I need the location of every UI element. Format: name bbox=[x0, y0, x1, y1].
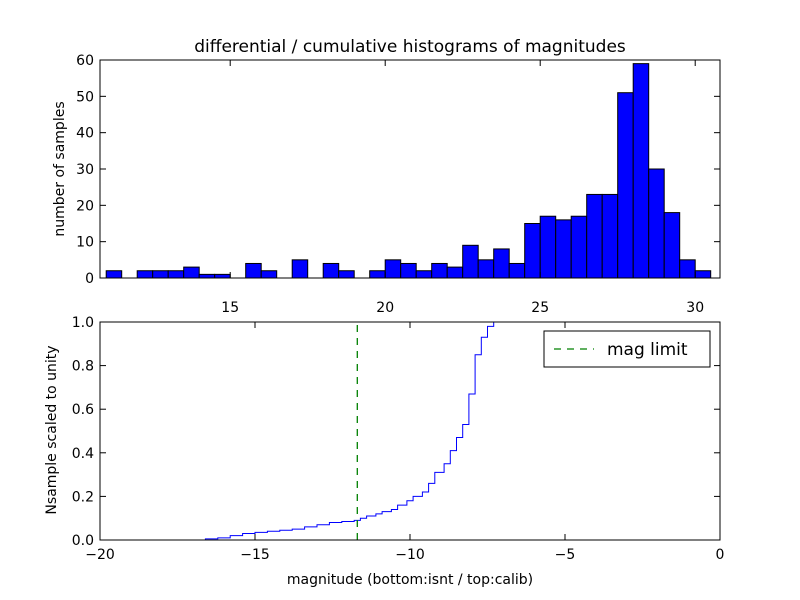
y-tick-label: 1.0 bbox=[72, 315, 94, 331]
histogram-bar bbox=[260, 270, 278, 279]
histogram-bar bbox=[384, 259, 402, 279]
histogram-bar bbox=[617, 92, 634, 279]
x-tick-label: 20 bbox=[376, 300, 394, 316]
legend: mag limit bbox=[543, 330, 711, 368]
y-tick-label: 0.6 bbox=[72, 402, 94, 418]
histogram-bar bbox=[245, 262, 262, 279]
histogram-bar bbox=[291, 259, 309, 279]
x-tick-label: 30 bbox=[686, 300, 704, 316]
histogram-bar bbox=[632, 63, 650, 279]
histogram-bar bbox=[400, 262, 417, 279]
cumulative-ticks: 0.0 0.2 0.4 0.6 0.8 1.0 −20 −15 −10 −5 0 bbox=[72, 315, 725, 563]
histogram-bar bbox=[601, 193, 619, 279]
y-tick-label: 40 bbox=[76, 126, 94, 142]
histogram-bar bbox=[446, 266, 464, 279]
y-tick-label: 0 bbox=[85, 271, 94, 287]
cumulative-lines bbox=[100, 321, 720, 541]
histogram-bar bbox=[105, 270, 123, 279]
histogram-bar bbox=[322, 262, 340, 279]
histogram-bar bbox=[663, 212, 681, 279]
cumulative-step-line bbox=[100, 321, 720, 541]
x-tick-label: −15 bbox=[240, 547, 270, 563]
histogram-bar bbox=[524, 223, 541, 279]
y-tick-label: 10 bbox=[76, 235, 94, 251]
cumulative-frame bbox=[99, 321, 721, 541]
cumulative-axes: Nsample scaled to unity magnitude (botto… bbox=[44, 315, 724, 588]
histogram-bar bbox=[508, 262, 526, 279]
histogram-axes: differential / cumulative histograms of … bbox=[52, 37, 721, 316]
histogram-bar bbox=[694, 270, 712, 279]
legend-label: mag limit bbox=[607, 340, 688, 360]
cumulative-y-label: Nsample scaled to unity bbox=[44, 345, 60, 514]
histogram-bar bbox=[493, 248, 510, 279]
y-tick-label: 30 bbox=[76, 162, 94, 178]
cumulative-x-label: magnitude (bottom:isnt / top:calib) bbox=[287, 572, 533, 588]
histogram-bar bbox=[462, 244, 479, 279]
histogram-frame bbox=[99, 59, 721, 279]
x-tick-label: 0 bbox=[716, 547, 725, 563]
x-tick-label: −10 bbox=[395, 547, 425, 563]
histogram-bar bbox=[570, 215, 588, 279]
y-tick-label: 0.0 bbox=[72, 533, 94, 549]
histogram-bar bbox=[369, 270, 386, 279]
histogram-bar bbox=[415, 270, 433, 279]
histogram-bar bbox=[555, 219, 572, 279]
histogram-ticks: 0 10 20 30 40 50 60 15 20 25 30 bbox=[76, 53, 720, 316]
y-tick-label: 0.8 bbox=[72, 359, 94, 375]
x-tick-label: 15 bbox=[221, 300, 239, 316]
histogram-bar bbox=[152, 270, 169, 279]
y-tick-label: 20 bbox=[76, 198, 94, 214]
x-tick-label: −20 bbox=[85, 547, 115, 563]
histogram-bars bbox=[105, 63, 712, 279]
y-tick-label: 60 bbox=[76, 53, 94, 69]
histogram-bar bbox=[539, 215, 557, 279]
histogram-bar bbox=[648, 168, 665, 279]
histogram-bar bbox=[586, 193, 603, 279]
histogram-bar bbox=[338, 270, 355, 279]
chart-title: differential / cumulative histograms of … bbox=[194, 37, 626, 57]
histogram-bar bbox=[136, 270, 154, 279]
x-tick-label: −5 bbox=[555, 547, 576, 563]
histogram-bar bbox=[431, 262, 448, 279]
histogram-bar bbox=[198, 273, 216, 279]
histogram-bar bbox=[183, 266, 200, 279]
y-tick-label: 0.4 bbox=[72, 446, 94, 462]
y-tick-label: 50 bbox=[76, 89, 94, 105]
y-tick-label: 0.2 bbox=[72, 489, 94, 505]
histogram-bar bbox=[477, 259, 495, 279]
x-tick-label: 25 bbox=[531, 300, 549, 316]
histogram-y-label: number of samples bbox=[52, 101, 68, 236]
histogram-bar bbox=[214, 273, 231, 279]
histogram-bar bbox=[679, 259, 696, 279]
histogram-bar bbox=[167, 270, 185, 279]
